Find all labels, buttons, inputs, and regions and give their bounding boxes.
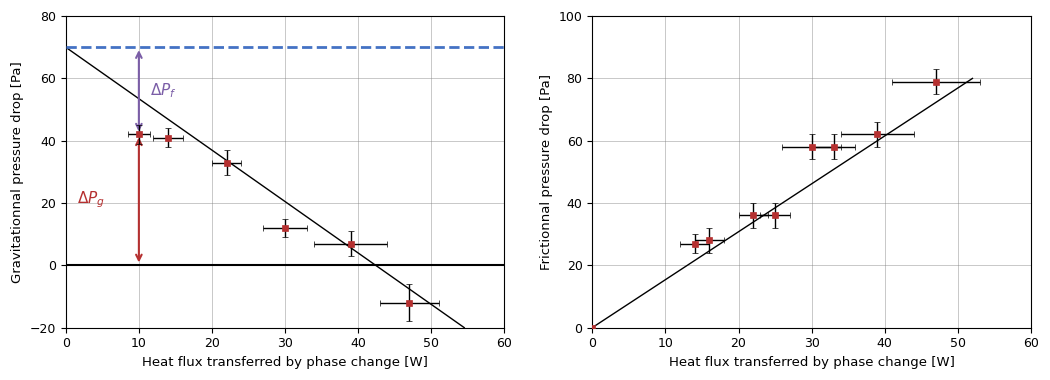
Y-axis label: Frictionnal pressure drop [Pa]: Frictionnal pressure drop [Pa]	[540, 74, 553, 270]
X-axis label: Heat flux transferred by phase change [W]: Heat flux transferred by phase change [W…	[142, 356, 428, 369]
X-axis label: Heat flux transferred by phase change [W]: Heat flux transferred by phase change [W…	[669, 356, 954, 369]
Text: $\Delta P_g$: $\Delta P_g$	[77, 190, 105, 210]
Y-axis label: Gravitationnal pressure drop [Pa]: Gravitationnal pressure drop [Pa]	[12, 61, 24, 283]
Text: $\Delta P_f$: $\Delta P_f$	[150, 82, 176, 100]
